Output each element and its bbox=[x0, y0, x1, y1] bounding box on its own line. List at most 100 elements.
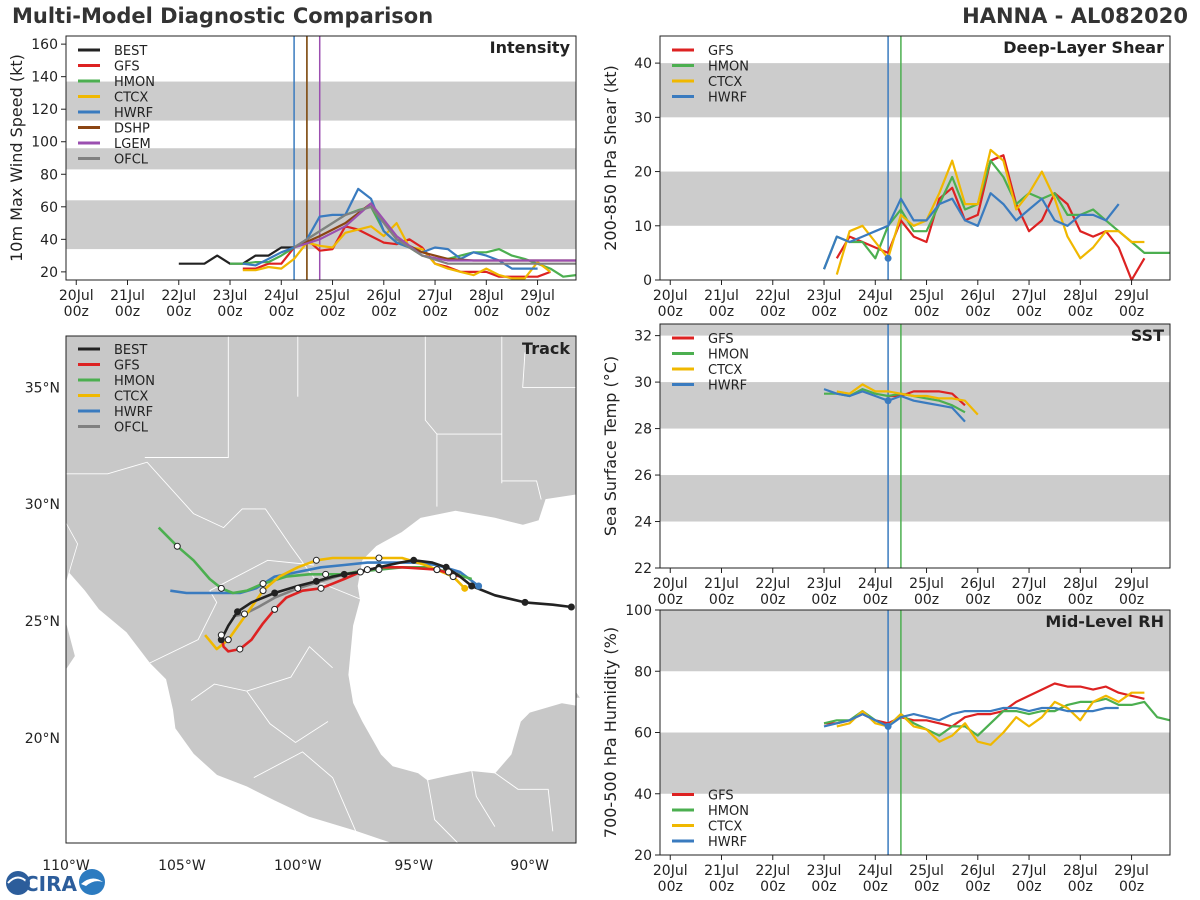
y-tick-label: 40 bbox=[40, 232, 58, 248]
legend-label: HMON bbox=[114, 75, 155, 90]
x-tick-label: 25Jul 00z bbox=[909, 288, 944, 320]
series-line-ctcx bbox=[242, 222, 552, 280]
x-tick-label: 25Jul 00z bbox=[909, 576, 944, 608]
x-tick-label: 26Jul 00z bbox=[960, 288, 995, 320]
plot-frame bbox=[65, 335, 577, 844]
x-tick-label: 22Jul 00z bbox=[755, 288, 790, 320]
y-tick-label: 100 bbox=[625, 603, 652, 619]
y-tick-label: 24 bbox=[634, 515, 652, 531]
track-point-best bbox=[410, 556, 418, 564]
x-tick-label: 28Jul 00z bbox=[1063, 576, 1098, 608]
legend-label: GFS bbox=[708, 44, 734, 59]
track-point-forecast bbox=[217, 631, 225, 639]
legend-label: HWRF bbox=[708, 835, 747, 850]
y-tick-label: 32 bbox=[634, 329, 652, 345]
panel-title: Intensity bbox=[490, 38, 571, 57]
border-line bbox=[209, 559, 315, 592]
x-tick-label: 24Jul 00z bbox=[858, 288, 893, 320]
series-line-hwrf bbox=[823, 388, 966, 423]
shaded-band bbox=[660, 732, 1170, 794]
border-line bbox=[144, 336, 229, 458]
track-point-forecast bbox=[241, 610, 248, 618]
shaded-band bbox=[660, 63, 1170, 118]
y-tick-label: 120 bbox=[31, 102, 58, 118]
x-tick-label: 29Jul 00z bbox=[520, 288, 555, 320]
series-line-hwrf bbox=[823, 706, 1119, 728]
x-tick-label: 21Jul 00z bbox=[110, 288, 145, 320]
legend-label: CTCX bbox=[114, 91, 148, 106]
x-tick-label: 23Jul 00z bbox=[807, 288, 842, 320]
border-line bbox=[190, 683, 329, 744]
panel-title: Track bbox=[522, 339, 570, 358]
y-tick-label: 30 bbox=[634, 375, 652, 391]
legend-label: HMON bbox=[708, 804, 749, 819]
track-point-best bbox=[567, 603, 575, 611]
border-line bbox=[424, 336, 438, 507]
track-point-best bbox=[312, 577, 320, 585]
x-tick-label: 23Jul 00z bbox=[807, 576, 842, 608]
lon-tick-label: 100°W bbox=[274, 858, 322, 874]
y-tick-label: 10 bbox=[634, 219, 652, 235]
legend-label: CTCX bbox=[708, 75, 742, 90]
x-tick-label: 28Jul 00z bbox=[1063, 863, 1098, 895]
track-point-forecast bbox=[375, 554, 383, 562]
y-tick-label: 20 bbox=[40, 265, 58, 281]
y-axis-label: Sea Surface Temp (°C) bbox=[601, 356, 620, 536]
y-tick-label: 60 bbox=[634, 726, 652, 742]
track-point-forecast bbox=[173, 542, 181, 550]
track-point-forecast bbox=[322, 570, 330, 578]
legend-label: LGEM bbox=[114, 137, 151, 152]
shaded-band bbox=[660, 475, 1170, 522]
track-point-best bbox=[271, 589, 279, 597]
shaded-band bbox=[660, 171, 1170, 226]
track-point-forecast bbox=[363, 566, 371, 574]
page-title: Multi-Model Diagnostic Comparison bbox=[12, 4, 434, 28]
track-point-forecast bbox=[312, 556, 320, 564]
series-line-hmon bbox=[823, 697, 1171, 737]
track-point-forecast bbox=[356, 568, 364, 576]
x-tick-label: 20Jul 00z bbox=[653, 863, 688, 895]
legend-label: HMON bbox=[114, 374, 155, 389]
storm-id: HANNA - AL082020 bbox=[962, 4, 1188, 28]
shaded-band bbox=[66, 200, 576, 250]
x-tick-label: 21Jul 00z bbox=[704, 863, 739, 895]
track-point-forecast bbox=[259, 580, 267, 588]
x-tick-label: 26Jul 00z bbox=[960, 863, 995, 895]
lat-tick-label: 20°N bbox=[25, 731, 60, 747]
legend-label: HWRF bbox=[708, 91, 747, 106]
x-tick-label: 27Jul 00z bbox=[1012, 576, 1047, 608]
shaded-band bbox=[660, 382, 1170, 429]
legend-label: HWRF bbox=[708, 379, 747, 394]
y-tick-label: 80 bbox=[40, 167, 58, 183]
shaded-band bbox=[66, 81, 576, 121]
legend-label: HMON bbox=[708, 348, 749, 363]
x-tick-label: 24Jul 00z bbox=[858, 576, 893, 608]
legend-label: CTCX bbox=[708, 820, 742, 835]
y-tick-label: 140 bbox=[31, 70, 58, 86]
cira-globe-icon: CIRA bbox=[6, 869, 105, 896]
x-tick-label: 23Jul 00z bbox=[213, 288, 248, 320]
track-point-best bbox=[340, 570, 348, 578]
x-tick-label: 26Jul 00z bbox=[366, 288, 401, 320]
lat-tick-label: 25°N bbox=[25, 614, 60, 630]
logo-text: CIRA bbox=[24, 872, 78, 896]
legend-label: GFS bbox=[708, 789, 734, 804]
panel-title: Mid-Level RH bbox=[1045, 612, 1164, 631]
track-point-forecast bbox=[445, 568, 452, 576]
x-tick-label: 20Jul 00z bbox=[653, 576, 688, 608]
series-line-ofcl bbox=[293, 205, 576, 265]
legend-label: BEST bbox=[114, 44, 147, 59]
border-line bbox=[522, 352, 576, 388]
cira-logo: CIRA bbox=[4, 866, 108, 898]
lat-tick-label: 30°N bbox=[25, 497, 60, 513]
legend-label: DSHP bbox=[114, 122, 150, 137]
border-line bbox=[501, 480, 542, 500]
series-line-hmon bbox=[822, 159, 1170, 270]
y-tick-label: 80 bbox=[634, 664, 652, 680]
panel-track: 110°W 105°W 100°W 95°W 90°W 20°N 25°N 30°N 35°N T… bbox=[25, 335, 582, 874]
panel-intensity: 20 40 60 80 100 120 140 160 20Jul 00z 21Jul 00z 22Ju… bbox=[7, 35, 577, 320]
x-tick-label: 24Jul 00z bbox=[264, 288, 299, 320]
legend-label: CTCX bbox=[114, 390, 148, 405]
track-point-forecast bbox=[271, 605, 279, 613]
y-tick-label: 60 bbox=[40, 200, 58, 216]
